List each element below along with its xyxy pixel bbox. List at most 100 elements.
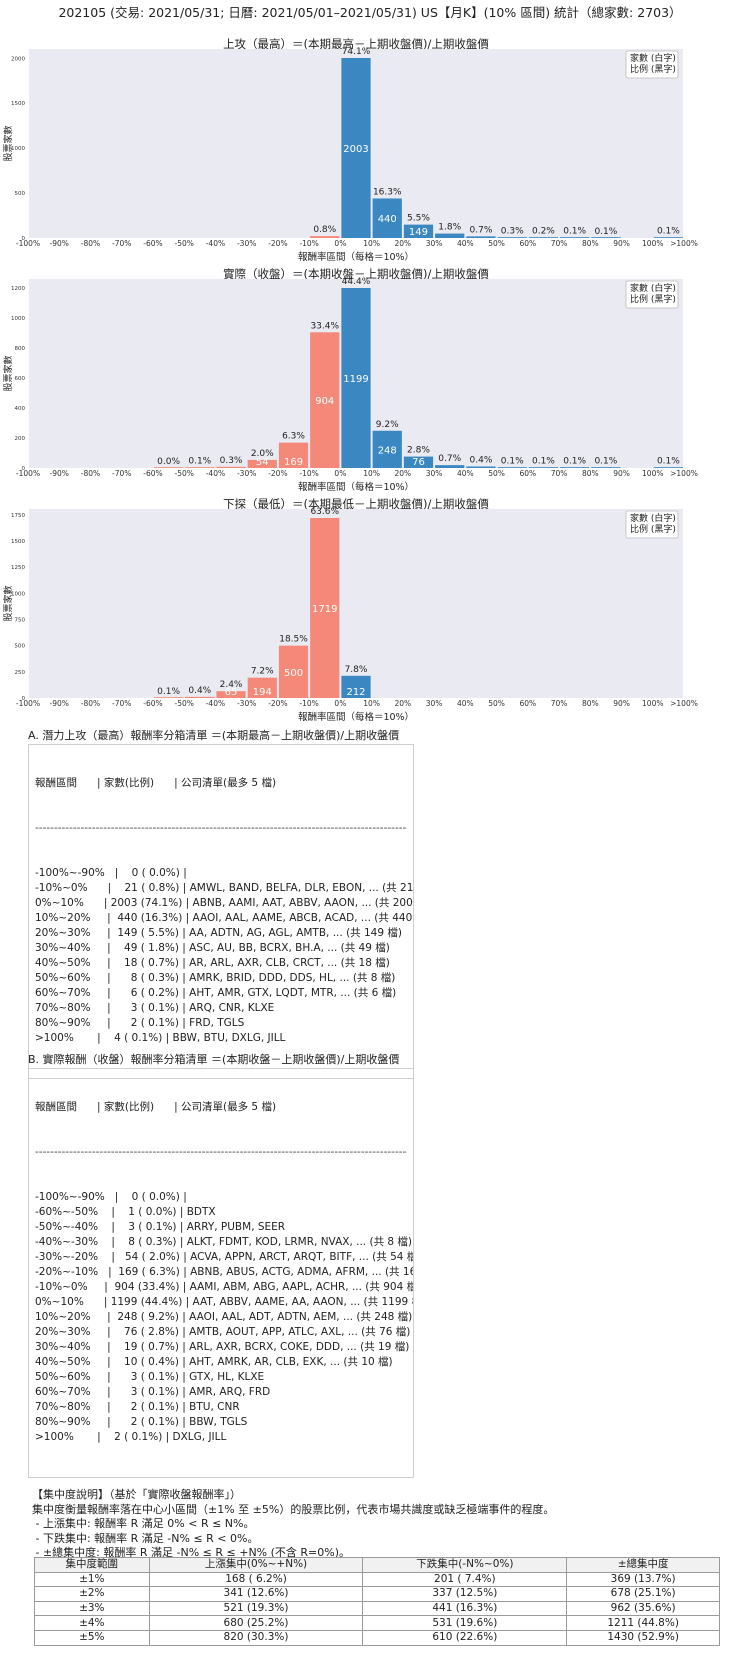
x-tick-label: 90%	[613, 699, 630, 708]
y-axis-label: 股票家數	[2, 125, 14, 161]
chart-svg: 實際（收盤）＝(本期收盤－上期收盤價)/上期收盤價 0 200 400 600 800 10…	[2, 268, 698, 493]
y-tick-label: 400	[15, 406, 26, 412]
bar-pct-label: 0.1%	[188, 457, 211, 467]
list-item: 70%~80% | 3 ( 0.1%) | ARQ, CNR, KLXE	[35, 1002, 275, 1014]
x-tick-label: -80%	[81, 699, 100, 708]
section-b-header: 報酬區間 | 家數(比例) | 公司清單(最多 5 檔)	[35, 1101, 277, 1113]
table-header: 集中度範圍	[34, 1557, 150, 1573]
y-tick-label: 500	[15, 644, 26, 650]
x-tick-label: -70%	[112, 239, 131, 248]
bar-pct-label: 2.0%	[251, 449, 274, 459]
x-tick-label: -50%	[174, 239, 193, 248]
chart-low: 下探（最低）＝(本期最低－上期收盤價)/上期收盤價 0 250 500 750 1000 1…	[0, 498, 740, 726]
legend: 家數 (白字)比例 (黑字)	[625, 510, 679, 539]
x-tick-label: 20%	[395, 469, 412, 478]
bar	[435, 465, 465, 468]
chart-title: 下探（最低）＝(本期最低－上期收盤價)/上期收盤價	[223, 498, 489, 511]
x-tick-label: -80%	[81, 239, 100, 248]
x-tick-label: 10%	[363, 239, 380, 248]
plot-area	[29, 509, 683, 698]
y-tick-label: 1500	[11, 539, 25, 545]
bar	[310, 236, 340, 238]
x-tick-label: 100%	[642, 699, 663, 708]
x-tick-label: 40%	[457, 239, 474, 248]
table-header: ±總集中度	[566, 1557, 720, 1573]
x-tick-label: -10%	[299, 699, 318, 708]
x-tick-label: -90%	[50, 469, 69, 478]
legend-entry: 家數 (白字)	[630, 512, 676, 524]
list-item: -100%~-90% | 0 ( 0.0%) |	[35, 1191, 187, 1203]
section-b: B. 實際報酬（收盤）報酬率分箱清單 ＝(本期收盤－上期收盤價)/上期收盤價 報…	[28, 1052, 414, 1478]
x-tick-label: 60%	[519, 239, 536, 248]
x-tick-label: 70%	[551, 239, 568, 248]
bar-pct-label: 63.6%	[310, 507, 339, 517]
chart-svg: 上攻（最高）＝(本期最高－上期收盤價)/上期收盤價 0 500 1000 1500 200…	[2, 38, 698, 263]
legend-entry: 家數 (白字)	[630, 282, 676, 294]
x-tick-label: -20%	[268, 239, 287, 248]
y-tick-label: 1250	[11, 565, 25, 571]
bar	[185, 467, 215, 468]
y-tick-label: 0	[22, 696, 26, 702]
x-tick-label: >100%	[670, 469, 698, 478]
x-tick-label: -70%	[112, 699, 131, 708]
bar-pct-label: 0.7%	[470, 225, 493, 235]
x-tick-label: 50%	[488, 239, 505, 248]
table-cell: 168 ( 6.2%)	[148, 1571, 364, 1588]
x-tick-label: -30%	[237, 239, 256, 248]
x-tick-label: -100%	[16, 239, 40, 248]
bar	[560, 237, 590, 238]
y-tick-label: 250	[15, 670, 26, 676]
bar	[497, 237, 527, 238]
x-tick-label: -60%	[143, 239, 162, 248]
bar	[560, 467, 590, 468]
bar	[591, 467, 621, 468]
bar-count-label: 1199	[343, 374, 368, 385]
bar-pct-label: 7.8%	[345, 665, 368, 675]
table-cell: 680 (25.2%)	[148, 1615, 364, 1631]
list-item: 0%~10% | 2003 (74.1%) | ABNB, AAMI, AAT,…	[35, 897, 414, 909]
bar-pct-label: 1.8%	[438, 223, 461, 233]
x-tick-label: -90%	[50, 239, 69, 248]
x-tick-label: 40%	[457, 699, 474, 708]
bar-count-label: 2003	[343, 144, 368, 155]
x-tick-label: 70%	[551, 699, 568, 708]
bar-count-label: 904	[315, 396, 334, 407]
x-tick-label: -40%	[206, 239, 225, 248]
x-tick-label: -60%	[143, 699, 162, 708]
table-cell: 441 (16.3%)	[362, 1600, 568, 1617]
bar-pct-label: 0.1%	[657, 457, 680, 467]
x-tick-label: -50%	[174, 469, 193, 478]
table-cell: 610 (22.6%)	[362, 1629, 568, 1646]
table-cell: ±5%	[34, 1629, 150, 1646]
table-cell: 820 (30.3%)	[148, 1629, 364, 1646]
x-axis-label: 報酬率區間（每格＝10%）	[298, 251, 414, 263]
y-axis-label: 股票家數	[2, 585, 14, 621]
legend-entry: 比例 (黑字)	[630, 293, 676, 305]
x-tick-label: -20%	[268, 699, 287, 708]
list-item: -10%~0% | 21 ( 0.8%) | AMWL, BAND, BELFA…	[35, 882, 414, 894]
bar	[216, 691, 246, 698]
chart-title: 上攻（最高）＝(本期最高－上期收盤價)/上期收盤價	[223, 38, 489, 51]
list-item: >100% | 4 ( 0.1%) | BBW, BTU, DXLG, JILL	[35, 1032, 286, 1044]
table-cell: ±1%	[34, 1571, 150, 1588]
bar-pct-label: 9.2%	[376, 420, 399, 430]
bar-count-label: 440	[378, 214, 397, 225]
bar-count-label: 194	[253, 687, 272, 698]
y-tick-label: 1750	[11, 513, 25, 519]
section-a-list: 報酬區間 | 家數(比例) | 公司清單(最多 5 檔) -----------…	[28, 744, 414, 1079]
table-header: 上漲集中(0%~+N%)	[148, 1557, 364, 1573]
x-tick-label: 90%	[613, 469, 630, 478]
x-tick-label: 80%	[582, 469, 599, 478]
x-tick-label: -50%	[174, 699, 193, 708]
x-tick-label: 100%	[642, 239, 663, 248]
bar-pct-label: 6.3%	[282, 432, 305, 442]
y-tick-label: 800	[15, 346, 26, 352]
bar-pct-label: 0.1%	[532, 457, 555, 467]
x-tick-label: 80%	[582, 239, 599, 248]
table-cell: 1211 (44.8%)	[566, 1615, 720, 1631]
bar-pct-label: 0.4%	[188, 686, 211, 696]
x-tick-label: 0%	[334, 239, 346, 248]
list-item: 20%~30% | 76 ( 2.8%) | AMTB, AOUT, APP, …	[35, 1326, 411, 1338]
bar	[403, 224, 434, 238]
section-b-list: 報酬區間 | 家數(比例) | 公司清單(最多 5 檔) -----------…	[28, 1068, 414, 1478]
